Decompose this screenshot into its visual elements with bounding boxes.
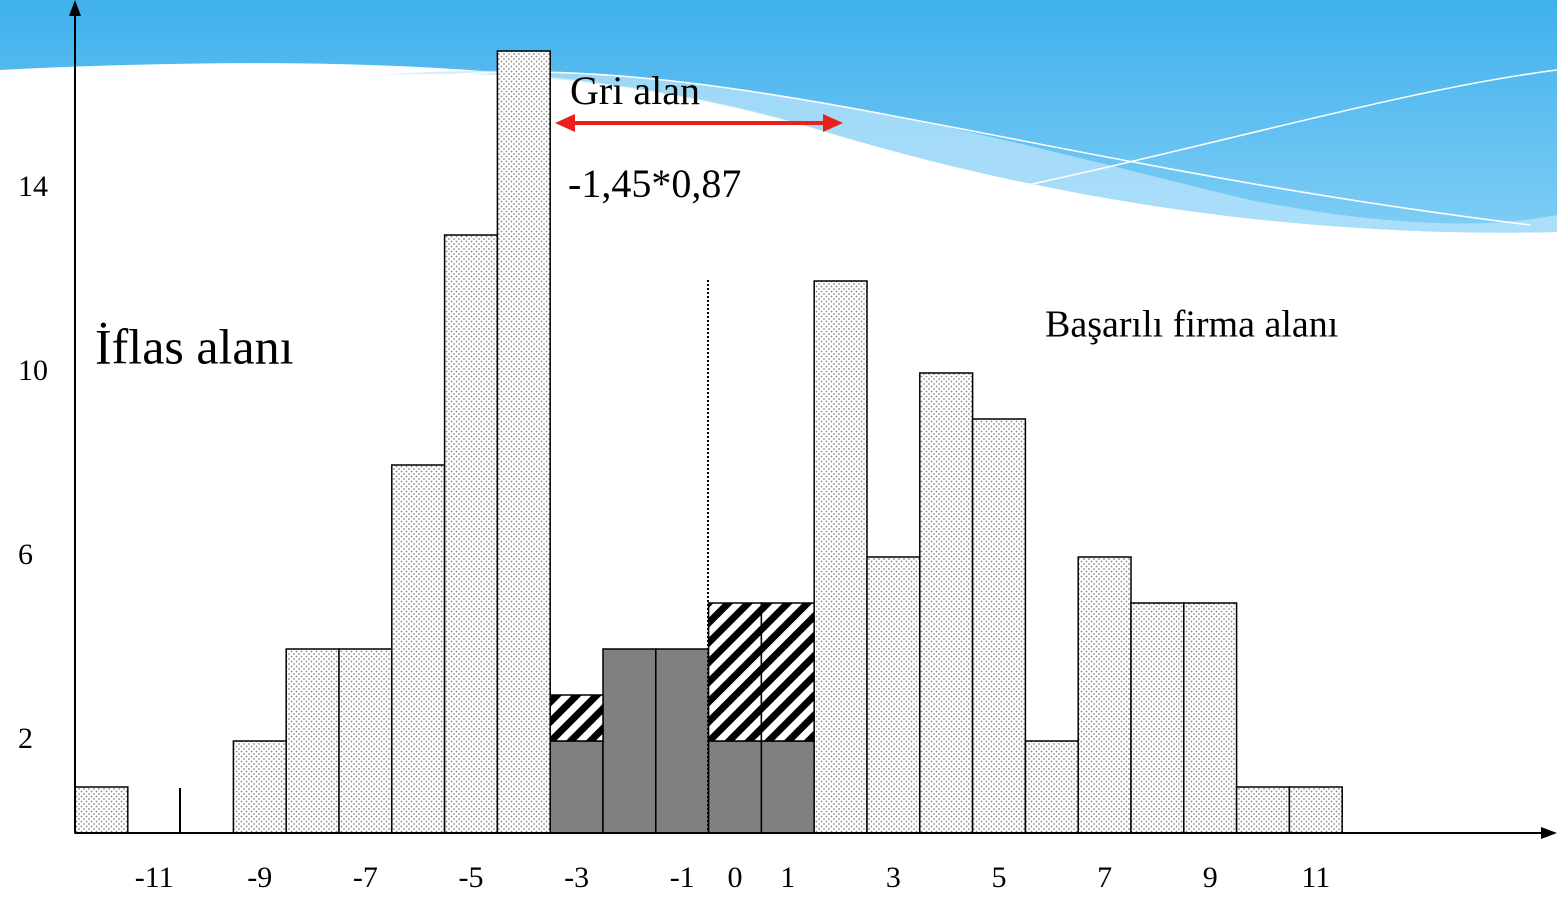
x-tick-label: -9 <box>247 861 272 894</box>
bar <box>74 786 129 834</box>
y-tick-label: 6 <box>18 538 33 571</box>
bar <box>338 648 393 834</box>
bar <box>443 234 499 834</box>
x-axis-arrow <box>1541 827 1557 839</box>
bankrupt-zone-label: İflas alanı <box>95 318 294 374</box>
bar <box>1183 602 1238 834</box>
bar <box>707 602 763 742</box>
y-tick-label: 14 <box>18 170 48 203</box>
plot: 2 6 10 14 -11 -9 -7 -5 -3 -1 0 1 3 5 7 9 11 <box>18 50 1343 894</box>
bar <box>707 740 763 834</box>
formula-label: -1,45*0,87 <box>568 161 741 206</box>
y-tick-label: 2 <box>18 722 33 755</box>
bar <box>919 372 974 834</box>
x-tick-label: 7 <box>1097 861 1112 894</box>
bar <box>1130 602 1185 834</box>
y-axis-arrow <box>69 0 81 16</box>
bar <box>760 602 815 742</box>
arrow-head <box>823 114 843 132</box>
x-tick-label: 9 <box>1203 861 1218 894</box>
x-tick-label: -1 <box>670 861 695 894</box>
header-wave-light <box>380 70 1557 233</box>
x-tick-label: -5 <box>459 861 484 894</box>
bar <box>866 556 921 834</box>
bar <box>1235 786 1291 834</box>
bar <box>496 50 551 834</box>
arrow-head <box>555 114 575 132</box>
gray-zone-label: Gri alan <box>570 68 700 113</box>
bar <box>602 648 657 834</box>
x-tick-label: 0 <box>728 861 743 894</box>
x-tick-label: 11 <box>1301 861 1330 894</box>
bar <box>1288 786 1343 834</box>
successful-zone-label: Başarılı firma alanı <box>1045 304 1338 346</box>
y-tick-label: 10 <box>18 354 48 387</box>
x-tick-label: -11 <box>135 861 174 894</box>
bar <box>1077 556 1132 834</box>
bar <box>655 648 710 834</box>
header-line <box>979 69 1557 196</box>
bar <box>549 694 604 742</box>
bar <box>760 740 815 834</box>
x-tick-label: 3 <box>886 861 901 894</box>
bar <box>285 648 340 834</box>
x-tick-label: 5 <box>992 861 1007 894</box>
x-tick-label: -7 <box>353 861 378 894</box>
bar <box>971 418 1027 834</box>
x-tick-label: -3 <box>564 861 589 894</box>
bar <box>391 464 446 834</box>
x-tick-label: 1 <box>780 861 795 894</box>
bar <box>813 280 868 834</box>
bar <box>549 740 604 834</box>
bar <box>1024 740 1079 834</box>
bar <box>232 740 287 834</box>
